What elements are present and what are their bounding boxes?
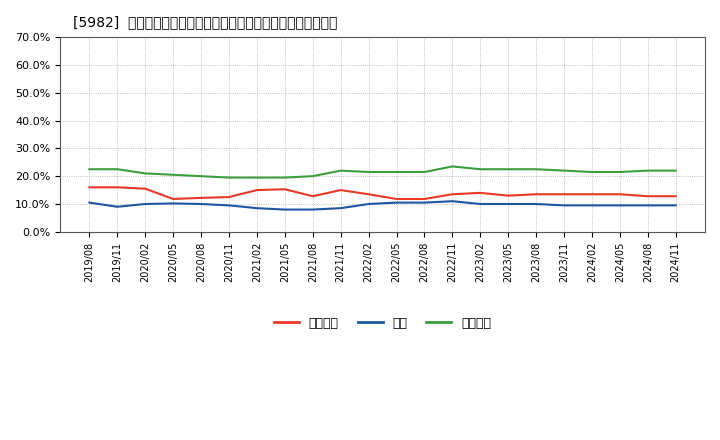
在庫 xyxy=(197,202,205,207)
在庫 xyxy=(532,202,541,207)
売上債権 xyxy=(616,191,624,197)
買入債務 xyxy=(671,168,680,173)
売上債権 xyxy=(448,191,456,197)
在庫 xyxy=(616,203,624,208)
売上債権 xyxy=(225,194,233,200)
売上債権 xyxy=(197,195,205,201)
Line: 買入債務: 買入債務 xyxy=(89,166,675,178)
売上債権 xyxy=(644,194,652,199)
売上債権 xyxy=(364,191,373,197)
在庫 xyxy=(671,203,680,208)
買入債務 xyxy=(448,164,456,169)
売上債権 xyxy=(281,187,289,192)
在庫 xyxy=(392,200,401,205)
在庫 xyxy=(225,203,233,208)
売上債権 xyxy=(420,196,428,202)
買入債務 xyxy=(169,172,178,177)
買入債務 xyxy=(113,167,122,172)
買入債務 xyxy=(364,169,373,175)
売上債権 xyxy=(141,186,150,191)
買入債務 xyxy=(588,169,596,175)
在庫 xyxy=(253,205,261,211)
買入債務 xyxy=(253,175,261,180)
売上債権 xyxy=(253,187,261,193)
在庫 xyxy=(169,201,178,206)
買入債務 xyxy=(281,175,289,180)
売上債権 xyxy=(85,185,94,190)
売上債権 xyxy=(588,191,596,197)
売上債権 xyxy=(559,191,568,197)
在庫 xyxy=(364,202,373,207)
在庫 xyxy=(141,202,150,207)
Line: 売上債権: 売上債権 xyxy=(89,187,675,199)
買入債務 xyxy=(420,169,428,175)
買入債務 xyxy=(197,173,205,179)
買入債務 xyxy=(85,167,94,172)
買入債務 xyxy=(225,175,233,180)
買入債務 xyxy=(141,171,150,176)
在庫 xyxy=(113,204,122,209)
売上債権 xyxy=(392,196,401,202)
在庫 xyxy=(420,200,428,205)
買入債務 xyxy=(644,168,652,173)
Line: 在庫: 在庫 xyxy=(89,201,675,209)
売上債権 xyxy=(169,196,178,202)
在庫 xyxy=(308,207,317,212)
売上債権 xyxy=(336,187,345,193)
買入債務 xyxy=(476,167,485,172)
買入債務 xyxy=(308,173,317,179)
Legend: 売上債権, 在庫, 買入債務: 売上債権, 在庫, 買入債務 xyxy=(269,312,496,335)
在庫 xyxy=(588,203,596,208)
売上債権 xyxy=(308,194,317,199)
Text: [5982]  売上債権、在庫、買入債務の総資産に対する比率の推移: [5982] 売上債権、在庫、買入債務の総資産に対する比率の推移 xyxy=(73,15,338,29)
売上債権 xyxy=(504,193,513,198)
在庫 xyxy=(644,203,652,208)
在庫 xyxy=(559,203,568,208)
売上債権 xyxy=(113,185,122,190)
在庫 xyxy=(85,200,94,205)
在庫 xyxy=(281,207,289,212)
在庫 xyxy=(336,205,345,211)
在庫 xyxy=(476,202,485,207)
在庫 xyxy=(448,198,456,204)
売上債権 xyxy=(671,194,680,199)
買入債務 xyxy=(392,169,401,175)
買入債務 xyxy=(504,167,513,172)
売上債権 xyxy=(476,190,485,195)
買入債務 xyxy=(532,167,541,172)
買入債務 xyxy=(559,168,568,173)
買入債務 xyxy=(616,169,624,175)
買入債務 xyxy=(336,168,345,173)
売上債権 xyxy=(532,191,541,197)
在庫 xyxy=(504,202,513,207)
